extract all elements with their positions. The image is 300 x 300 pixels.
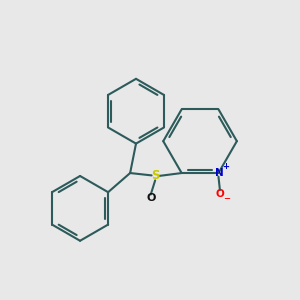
Text: N: N bbox=[215, 168, 224, 178]
Text: S: S bbox=[151, 169, 159, 182]
Text: O: O bbox=[216, 189, 224, 199]
Text: O: O bbox=[146, 193, 155, 203]
Text: +: + bbox=[222, 162, 229, 171]
Text: −: − bbox=[223, 194, 230, 203]
